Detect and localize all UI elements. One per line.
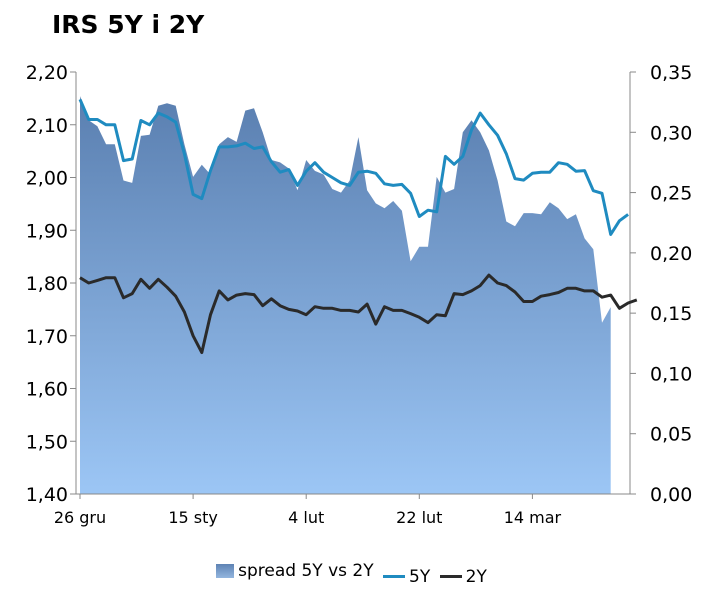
spread-area xyxy=(80,96,611,494)
chart-title: IRS 5Y i 2Y xyxy=(52,10,205,39)
y-left-tick-label: 2,00 xyxy=(26,168,68,190)
y-right-tick-label: 0,35 xyxy=(650,62,692,84)
y-right-tick-label: 0,05 xyxy=(650,424,692,446)
y-right-tick-label: 0,25 xyxy=(650,183,692,205)
y-left-tick-label: 2,10 xyxy=(26,115,68,137)
y-left-tick-label: 1,40 xyxy=(26,484,68,506)
x-tick-label: 22 lut xyxy=(396,508,442,527)
legend-label-5y: 5Y xyxy=(409,566,431,587)
x-tick-label: 14 mar xyxy=(504,508,562,527)
legend-item-spread: spread 5Y vs 2Y xyxy=(216,561,374,581)
series-line-2y xyxy=(79,273,638,355)
y-right-tick-label: 0,15 xyxy=(650,303,692,325)
x-tick-label: 15 sty xyxy=(168,508,218,527)
y-left-tick-label: 1,70 xyxy=(26,326,68,348)
y-right-tick-label: 0,30 xyxy=(650,122,692,144)
y-left-tick-label: 1,80 xyxy=(26,273,68,295)
series-line-5y xyxy=(78,98,629,236)
x-tick-label: 26 gru xyxy=(54,508,106,527)
legend-item-5y: 5Y xyxy=(383,567,430,587)
y-left-tick-label: 1,90 xyxy=(26,220,68,242)
legend: spread 5Y vs 2Y 5Y 2Y xyxy=(0,561,703,587)
legend-swatch-spread xyxy=(216,564,235,578)
y-right-tick-label: 0,00 xyxy=(650,484,692,506)
legend-label-spread: spread 5Y vs 2Y xyxy=(238,561,374,581)
x-tick-label: 4 lut xyxy=(288,508,324,527)
legend-label-2y: 2Y xyxy=(465,566,487,587)
legend-item-2y: 2Y xyxy=(439,566,487,587)
legend-swatch-2y xyxy=(439,575,462,578)
y-left-tick-label: 2,20 xyxy=(26,62,68,84)
y-left-tick-label: 1,50 xyxy=(26,431,68,453)
y-right-tick-label: 0,20 xyxy=(650,243,692,265)
y-left-tick-label: 1,60 xyxy=(26,379,68,401)
y-right-tick-label: 0,10 xyxy=(650,363,692,385)
legend-swatch-5y xyxy=(383,575,406,578)
